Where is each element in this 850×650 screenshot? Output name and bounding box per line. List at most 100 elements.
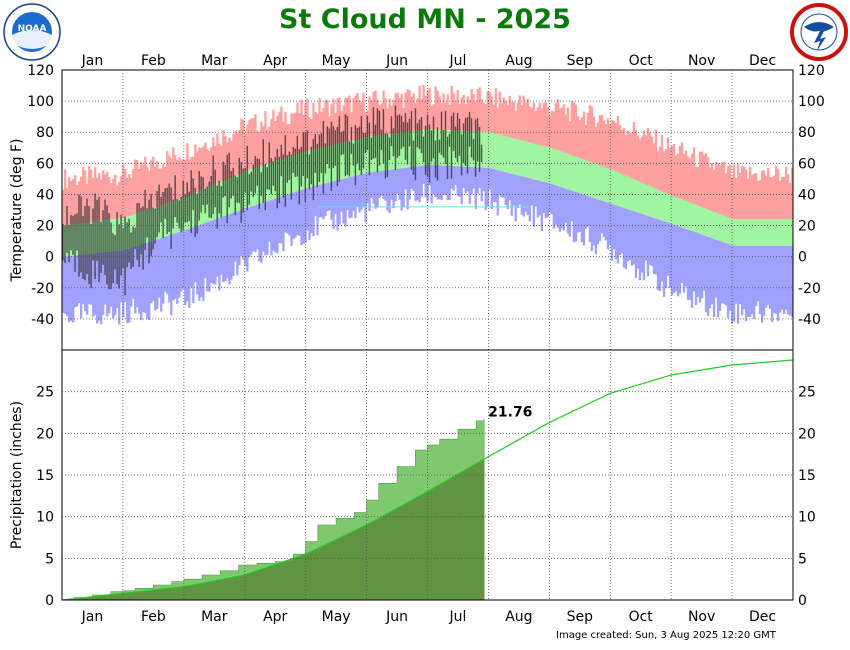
record-high-bar (462, 94, 465, 131)
record-high-bar (82, 167, 85, 223)
month-label-top: Mar (201, 53, 228, 69)
record-low-bar (424, 165, 427, 198)
record-high-bar (336, 98, 339, 144)
record-high-bar (718, 165, 722, 215)
record-low-bar (330, 181, 333, 220)
record-low-bar (706, 236, 710, 316)
record-high-bar (406, 89, 409, 132)
normal-range-bar (558, 151, 561, 187)
observed-temperature-bar (126, 222, 128, 268)
record-high-bar (724, 173, 728, 217)
record-low-bar (646, 215, 650, 277)
record-low-bar (178, 232, 181, 298)
record-low-bar (596, 199, 600, 245)
observed-temperature-bar (92, 208, 94, 261)
normal-range-bar (518, 139, 521, 176)
record-low-bar (66, 256, 69, 316)
record-low-bar (774, 245, 778, 314)
record-low-bar (102, 252, 105, 315)
record-low-bar (506, 172, 509, 210)
normal-range-bar (758, 219, 762, 246)
record-high-bar (120, 176, 123, 219)
observed-temperature-bar (282, 154, 285, 198)
observed-temperature-bar (276, 149, 278, 209)
record-high-bar (504, 100, 507, 137)
observed-temperature-bar (378, 110, 381, 166)
record-high-bar (640, 136, 644, 183)
record-high-bar (512, 101, 515, 139)
record-high-bar (514, 111, 517, 139)
record-high-bar (396, 92, 399, 134)
record-low-bar (754, 245, 758, 307)
record-low-bar (658, 219, 662, 292)
observed-temperature-bar (250, 171, 252, 192)
record-low-bar (236, 211, 239, 276)
month-label-bottom: Feb (141, 609, 166, 625)
record-low-bar (168, 235, 171, 303)
record-high-bar (740, 165, 744, 220)
record-high-bar (670, 146, 674, 196)
observed-temperature-bar (458, 118, 461, 156)
record-high-bar (128, 174, 131, 217)
record-low-bar (92, 253, 95, 317)
temp-tick-left: 100 (27, 94, 54, 110)
observed-temperature-bar (78, 194, 80, 277)
observed-temperature-bar (392, 128, 395, 157)
record-high-bar (186, 143, 189, 197)
record-low-bar (286, 194, 289, 234)
normal-range-bar (560, 151, 563, 188)
record-high-bar (388, 98, 391, 135)
record-low-bar (714, 239, 718, 298)
observed-temperature-bar (332, 126, 335, 169)
record-low-bar (524, 177, 527, 212)
record-high-bar (312, 102, 315, 150)
record-high-bar (534, 110, 537, 145)
normal-range-bar (500, 135, 503, 172)
record-high-bar (218, 143, 221, 183)
record-low-bar (264, 201, 267, 256)
observed-temperature-bar (116, 211, 118, 285)
record-high-bar (176, 159, 179, 201)
record-low-bar (484, 167, 487, 211)
observed-temperature-bar (326, 126, 329, 165)
normal-range-bar (714, 212, 718, 240)
record-high-bar (756, 181, 760, 220)
normal-range-bar (640, 182, 644, 214)
observed-temperature-bar (408, 118, 411, 147)
record-low-bar (532, 179, 535, 227)
record-high-bar (318, 97, 321, 148)
record-low-bar (162, 237, 165, 304)
record-low-bar (612, 204, 616, 250)
observed-temperature-bar (446, 136, 449, 179)
record-high-bar (198, 147, 201, 192)
record-high-bar (286, 124, 289, 158)
temperature-axis-title: Temperature (deg F) (9, 139, 25, 283)
record-high-bar (156, 161, 159, 207)
normal-range-bar (390, 133, 393, 170)
record-high-bar (320, 112, 323, 148)
record-low-bar (726, 243, 730, 318)
observed-temperature-bar (476, 118, 479, 162)
record-low-bar (678, 226, 682, 294)
observed-temperature-bar (370, 137, 373, 160)
normal-range-bar (622, 174, 626, 208)
observed-temperature-bar (292, 146, 295, 174)
precip-tick-left: 25 (36, 385, 54, 401)
observed-temperature-bar (74, 214, 76, 272)
record-low-bar (316, 185, 319, 236)
record-high-bar (136, 160, 139, 214)
record-low-bar (392, 169, 395, 209)
observed-temperature-bar (88, 206, 90, 285)
observed-temperature-bar (208, 181, 210, 218)
observed-temperature-bar (376, 108, 379, 173)
observed-temperature-bar (192, 178, 194, 210)
normal-range-bar (704, 208, 708, 237)
normal-range-bar (666, 194, 670, 223)
normal-range-bar (786, 219, 790, 246)
observed-temperature-bar (320, 133, 323, 173)
precipitation-frame (61, 349, 794, 601)
record-low-bar (750, 245, 754, 315)
record-high-bar (598, 114, 602, 166)
record-low-bar (648, 216, 652, 265)
observed-temperature-bar (124, 216, 126, 296)
